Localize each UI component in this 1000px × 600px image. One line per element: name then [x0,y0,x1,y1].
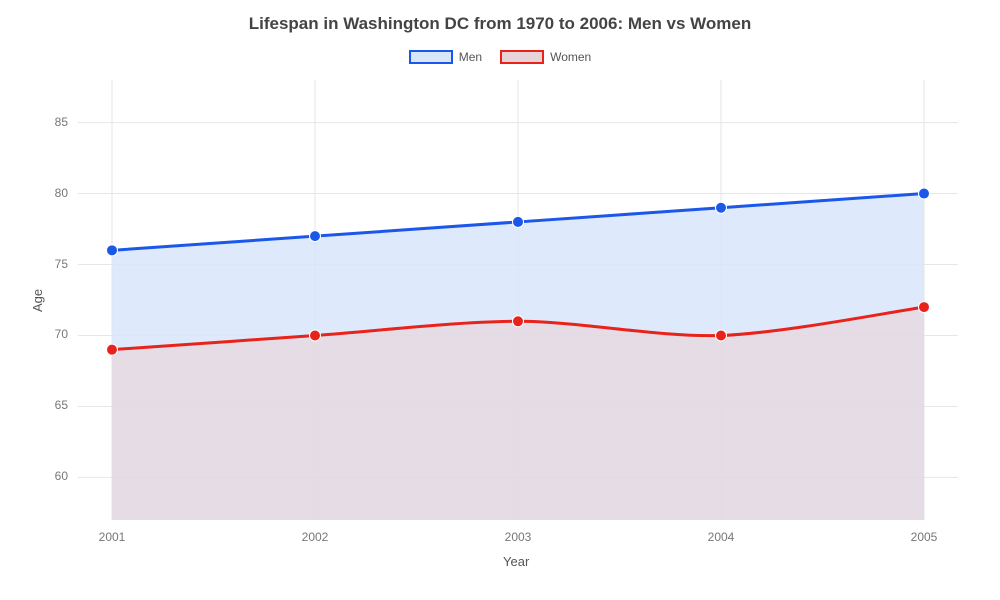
legend-label-women: Women [550,50,591,64]
legend-item-women[interactable]: Women [500,50,591,64]
y-tick-label: 65 [55,398,68,412]
marker-men[interactable] [107,245,118,256]
marker-women[interactable] [919,302,930,313]
marker-women[interactable] [107,344,118,355]
legend-swatch-women [500,50,544,64]
x-tick-label: 2003 [498,530,538,544]
y-tick-label: 75 [55,257,68,271]
y-tick-label: 70 [55,327,68,341]
marker-women[interactable] [310,330,321,341]
x-axis-label: Year [503,554,529,569]
x-tick-label: 2005 [904,530,944,544]
marker-men[interactable] [310,231,321,242]
marker-men[interactable] [513,216,524,227]
y-tick-label: 85 [55,115,68,129]
y-axis-label: Age [30,289,45,312]
marker-men[interactable] [716,202,727,213]
chart-container: Lifespan in Washington DC from 1970 to 2… [0,0,1000,600]
x-tick-label: 2002 [295,530,335,544]
legend-item-men[interactable]: Men [409,50,482,64]
chart-title: Lifespan in Washington DC from 1970 to 2… [0,14,1000,34]
y-tick-label: 60 [55,469,68,483]
plot-area [78,80,958,520]
marker-women[interactable] [513,316,524,327]
marker-women[interactable] [716,330,727,341]
legend: Men Women [0,50,1000,64]
x-tick-label: 2004 [701,530,741,544]
y-tick-label: 80 [55,186,68,200]
legend-swatch-men [409,50,453,64]
x-tick-label: 2001 [92,530,132,544]
legend-label-men: Men [459,50,482,64]
marker-men[interactable] [919,188,930,199]
chart-svg [78,80,958,520]
